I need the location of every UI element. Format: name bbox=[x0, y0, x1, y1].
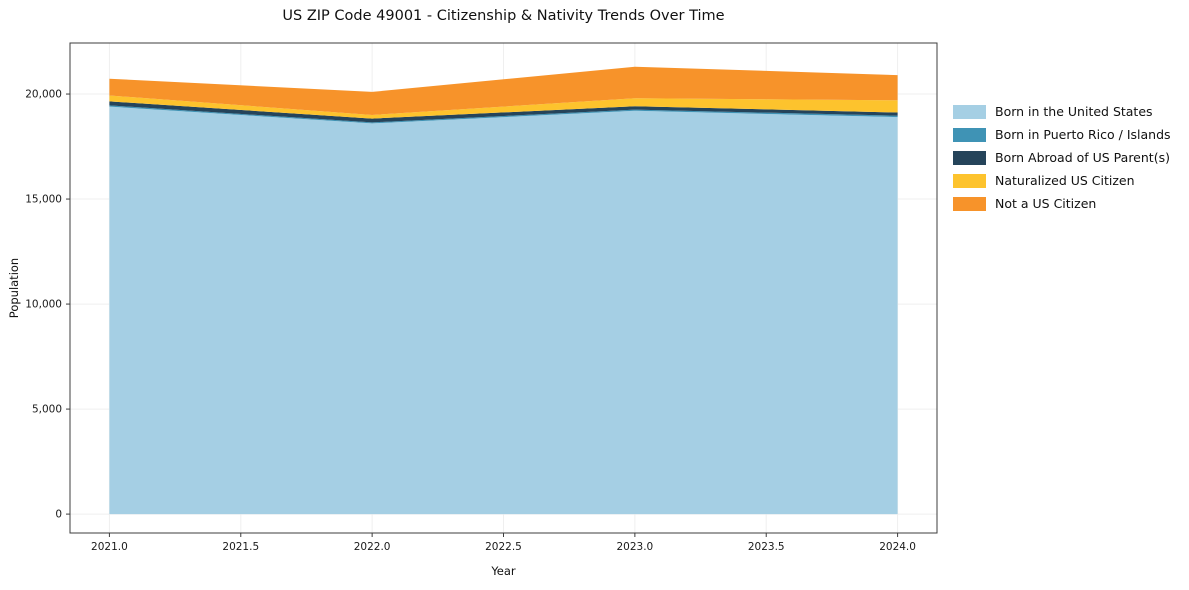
legend-swatch bbox=[953, 196, 986, 211]
y-tick-label: 15,000 bbox=[25, 194, 62, 206]
legend-label: Not a US Citizen bbox=[995, 196, 1097, 211]
x-tick-label: 2023.5 bbox=[748, 541, 785, 553]
legend-label: Naturalized US Citizen bbox=[995, 173, 1135, 188]
area-series-2 bbox=[109, 101, 898, 123]
x-tick-label: 2024.0 bbox=[879, 541, 916, 553]
legend-item: Naturalized US Citizen bbox=[953, 169, 1171, 192]
legend-item: Not a US Citizen bbox=[953, 192, 1171, 215]
x-tick-label: 2021.5 bbox=[222, 541, 259, 553]
x-tick-label: 2022.0 bbox=[354, 541, 391, 553]
x-tick-label: 2021.0 bbox=[91, 541, 128, 553]
legend-label: Born in the United States bbox=[995, 104, 1153, 119]
legend-swatch bbox=[953, 150, 986, 165]
area-series-3 bbox=[109, 95, 898, 119]
legend: Born in the United States Born in Puerto … bbox=[953, 100, 1171, 215]
legend-label: Born Abroad of US Parent(s) bbox=[995, 150, 1170, 165]
y-tick-label: 10,000 bbox=[25, 299, 62, 311]
legend-item: Born Abroad of US Parent(s) bbox=[953, 146, 1171, 169]
y-tick-label: 0 bbox=[55, 509, 62, 521]
legend-swatch bbox=[953, 104, 986, 119]
legend-item: Born in the United States bbox=[953, 100, 1171, 123]
x-tick-label: 2022.5 bbox=[485, 541, 522, 553]
legend-label: Born in Puerto Rico / Islands bbox=[995, 127, 1171, 142]
legend-swatch bbox=[953, 127, 986, 142]
legend-item: Born in Puerto Rico / Islands bbox=[953, 123, 1171, 146]
y-tick-label: 20,000 bbox=[25, 89, 62, 101]
area-series-0 bbox=[109, 106, 898, 515]
x-tick-label: 2023.0 bbox=[616, 541, 653, 553]
x-axis-label: Year bbox=[491, 564, 516, 578]
legend-swatch bbox=[953, 173, 986, 188]
y-axis-label: Population bbox=[7, 257, 21, 319]
area-series-1 bbox=[109, 105, 898, 124]
area-series-4 bbox=[109, 66, 898, 115]
y-tick-label: 5,000 bbox=[32, 404, 62, 416]
chart-title: US ZIP Code 49001 - Citizenship & Nativi… bbox=[282, 8, 725, 24]
